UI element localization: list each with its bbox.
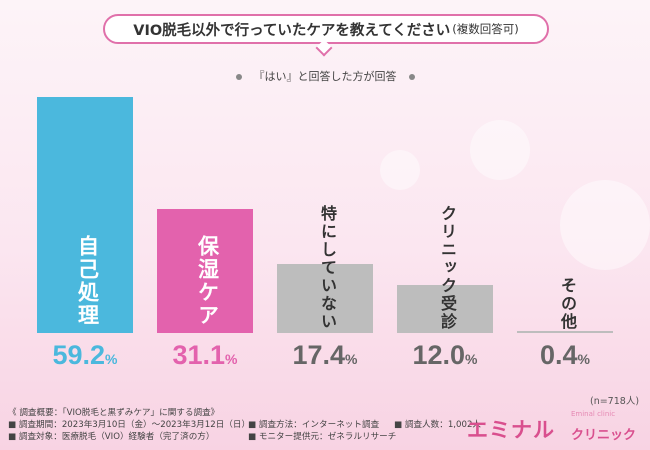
bar-1	[37, 97, 133, 333]
bar-label-1: 自己処理	[75, 235, 100, 327]
chart-title: VIO脱毛以外で行っていたケアを教えてください (複数回答可)	[103, 14, 549, 44]
bar-2	[157, 209, 253, 333]
bar-value-number: 31.1	[172, 340, 226, 370]
bokeh-decoration	[560, 180, 650, 270]
bullet-dot-icon	[408, 73, 415, 80]
logo-sub-text: クリニック	[571, 428, 637, 443]
bokeh-decoration	[380, 150, 420, 190]
survey-count: ■ 調査人数：1,002人	[394, 420, 482, 430]
bullet-dot-icon	[235, 73, 242, 80]
sample-size-note: (n=718人)	[590, 396, 640, 407]
bar-value-1: 59.2%	[25, 340, 145, 371]
bar-4	[397, 285, 493, 333]
bar-label-5: その他	[558, 277, 577, 331]
bar-value-2: 31.1%	[145, 340, 265, 371]
logo-small-text: Eminal clinic	[571, 410, 616, 418]
survey-target: ■ 調査対象：医療脱毛（VIO）経験者（完了済の方）	[8, 432, 215, 442]
bar-value-number: 0.4	[540, 340, 578, 370]
bar-value-4: 12.0%	[385, 340, 505, 371]
bar-label-4: クリニック受診	[438, 205, 457, 331]
legend-note: 『はい』と回答した方が回答	[0, 68, 650, 84]
survey-period: ■ 調査期間：2023年3月10日（金）～2023年3月12日（日）	[8, 420, 251, 430]
bar-label-2: 保湿ケア	[195, 235, 220, 327]
bar-label-3: 特にしていない	[318, 205, 337, 331]
bar-value-5: 0.4%	[505, 340, 625, 371]
legend-text: 『はい』と回答した方が回答	[253, 70, 397, 83]
bar-value-percent: %	[105, 351, 118, 367]
brand-logo: エミナル Eminal clinic クリニック	[467, 410, 637, 444]
title-sub: (複数回答可)	[452, 22, 519, 36]
bar-value-number: 17.4	[292, 340, 346, 370]
bar-value-number: 12.0	[412, 340, 466, 370]
survey-summary-title: 《 調査概要：「VIO脱毛と黒ずみケア」に関する調査》	[8, 408, 220, 418]
bar-5	[517, 331, 613, 333]
bar-value-percent: %	[225, 351, 238, 367]
logo-main-text: エミナル	[467, 418, 555, 442]
survey-provider: ■ モニター提供元：ゼネラルリサーチ	[248, 432, 397, 442]
bar-value-number: 59.2	[52, 340, 106, 370]
title-main: VIO脱毛以外で行っていたケアを教えてください	[133, 22, 451, 39]
bokeh-decoration	[470, 120, 530, 180]
bar-value-3: 17.4%	[265, 340, 385, 371]
bar-3	[277, 264, 373, 333]
bar-value-percent: %	[345, 351, 358, 367]
survey-method: ■ 調査方法：インターネット調査	[248, 420, 380, 430]
bar-value-percent: %	[465, 351, 478, 367]
bar-value-percent: %	[577, 351, 590, 367]
